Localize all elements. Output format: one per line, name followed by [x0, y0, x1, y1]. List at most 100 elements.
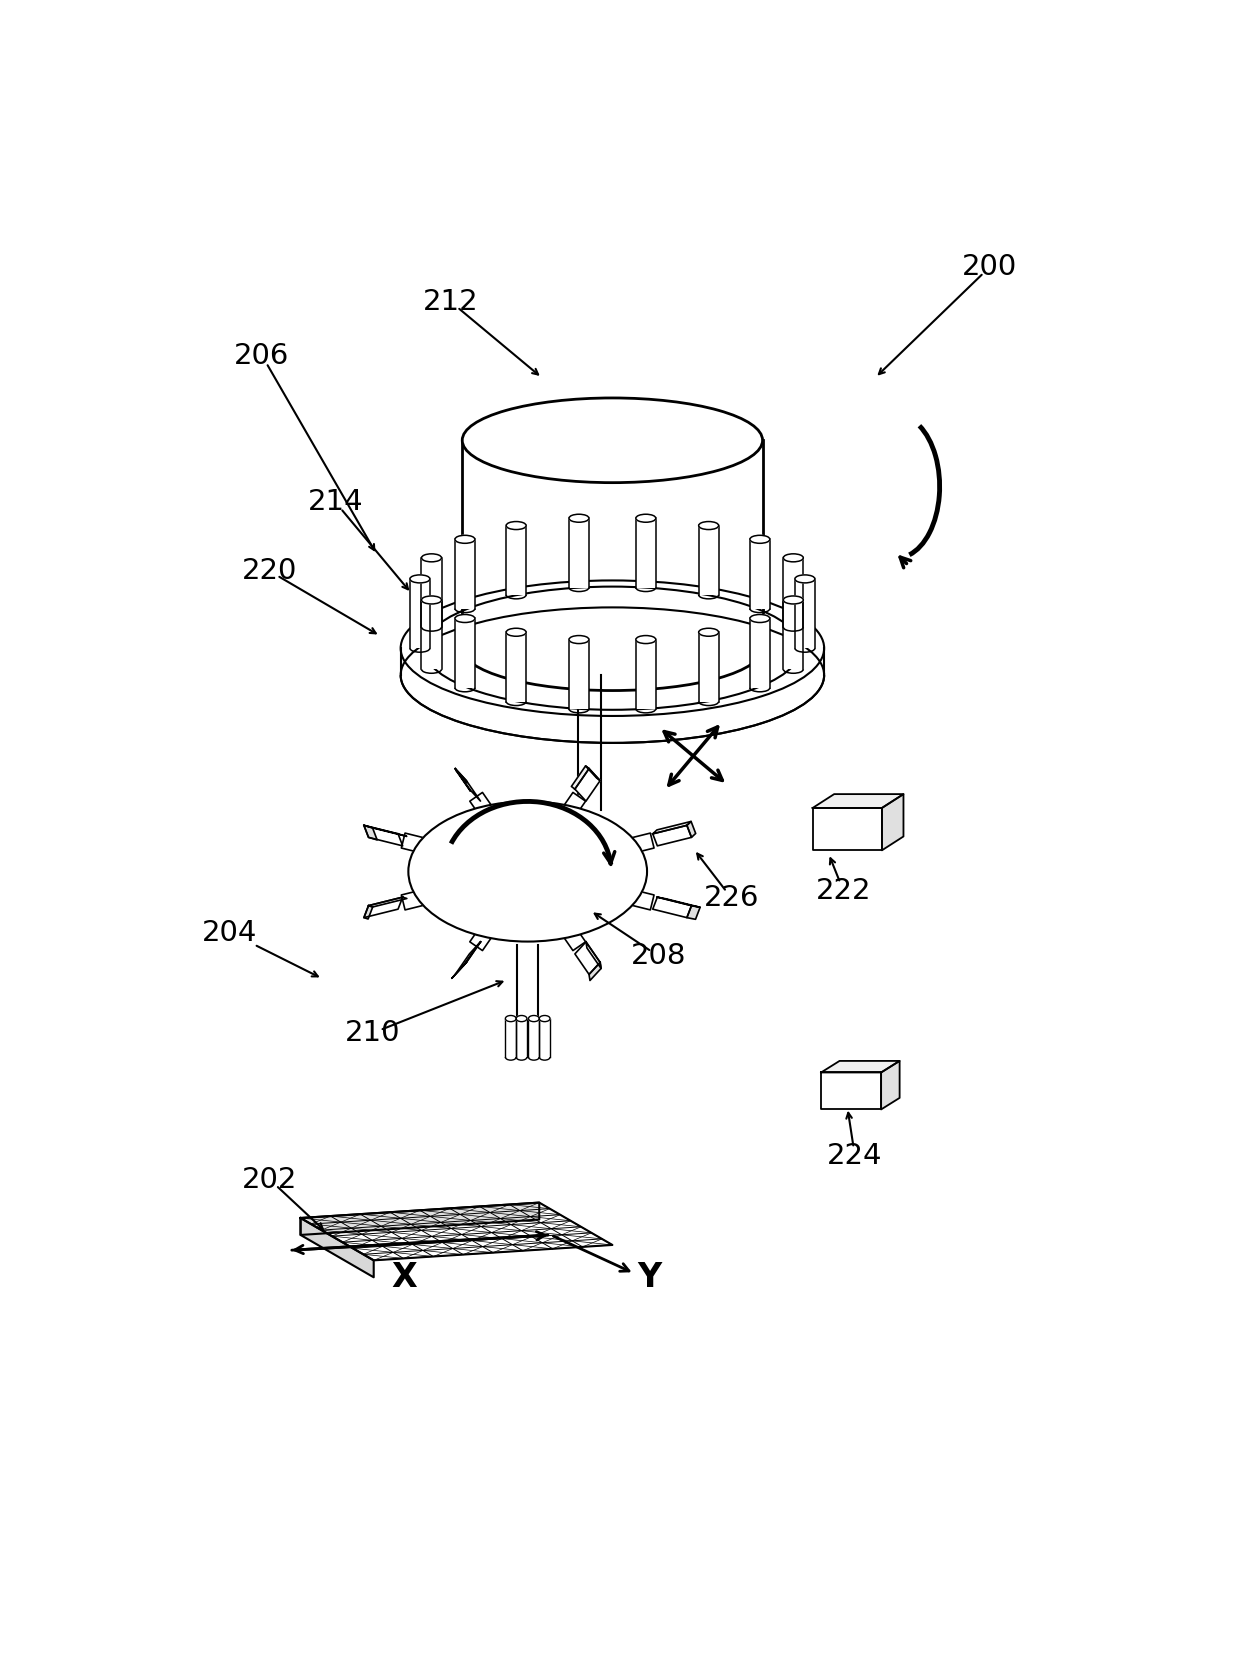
Bar: [463, 440, 763, 648]
Polygon shape: [821, 1072, 882, 1109]
Bar: [528, 1018, 539, 1057]
Ellipse shape: [636, 635, 656, 643]
Text: 206: 206: [234, 341, 290, 370]
Polygon shape: [455, 942, 481, 974]
Text: 212: 212: [423, 287, 479, 316]
Ellipse shape: [636, 514, 656, 522]
Text: 202: 202: [242, 1166, 298, 1193]
Bar: [636, 517, 656, 588]
Ellipse shape: [455, 615, 475, 623]
Bar: [698, 632, 719, 702]
Ellipse shape: [401, 580, 825, 716]
Ellipse shape: [795, 575, 815, 583]
Ellipse shape: [463, 606, 763, 690]
Ellipse shape: [506, 521, 526, 529]
Polygon shape: [402, 875, 484, 911]
Ellipse shape: [784, 554, 804, 561]
Bar: [506, 632, 526, 702]
Polygon shape: [821, 1062, 899, 1072]
Text: Y: Y: [637, 1260, 662, 1294]
Polygon shape: [517, 946, 538, 1045]
Polygon shape: [470, 793, 515, 848]
Bar: [410, 580, 430, 648]
Bar: [750, 539, 770, 608]
Polygon shape: [402, 833, 484, 867]
Polygon shape: [882, 1062, 899, 1109]
Bar: [506, 526, 526, 595]
Text: 226: 226: [704, 884, 759, 912]
Ellipse shape: [410, 575, 430, 583]
Polygon shape: [455, 769, 467, 783]
Ellipse shape: [422, 596, 441, 605]
Ellipse shape: [455, 536, 475, 543]
Polygon shape: [463, 942, 481, 966]
Bar: [506, 1018, 516, 1057]
Bar: [784, 600, 804, 669]
Polygon shape: [652, 825, 692, 845]
Polygon shape: [572, 833, 653, 867]
Bar: [569, 517, 589, 588]
Text: 224: 224: [827, 1142, 883, 1171]
Ellipse shape: [539, 1015, 551, 1021]
Text: 208: 208: [631, 942, 687, 971]
Bar: [698, 526, 719, 595]
Bar: [569, 640, 589, 709]
Text: 222: 222: [816, 877, 872, 906]
Polygon shape: [363, 906, 373, 919]
Polygon shape: [300, 1203, 539, 1235]
Ellipse shape: [698, 628, 719, 637]
Ellipse shape: [750, 615, 770, 623]
Bar: [636, 640, 656, 709]
Ellipse shape: [463, 398, 763, 482]
Polygon shape: [812, 808, 882, 850]
Polygon shape: [585, 766, 600, 781]
Text: 220: 220: [242, 558, 298, 585]
Ellipse shape: [750, 536, 770, 543]
Polygon shape: [363, 825, 403, 845]
Polygon shape: [363, 825, 407, 837]
Polygon shape: [572, 875, 653, 911]
Polygon shape: [652, 822, 691, 833]
Text: 204: 204: [202, 919, 258, 948]
Ellipse shape: [528, 1015, 539, 1021]
Polygon shape: [882, 795, 904, 850]
Bar: [784, 558, 804, 627]
Polygon shape: [470, 895, 515, 951]
Polygon shape: [575, 769, 600, 801]
Polygon shape: [541, 793, 585, 848]
Polygon shape: [652, 897, 692, 917]
Ellipse shape: [422, 554, 441, 561]
Ellipse shape: [569, 635, 589, 643]
Bar: [422, 600, 441, 669]
Ellipse shape: [784, 596, 804, 605]
Ellipse shape: [569, 514, 589, 522]
Bar: [539, 1018, 551, 1057]
Polygon shape: [363, 897, 403, 917]
Polygon shape: [300, 1203, 613, 1260]
Bar: [455, 539, 475, 608]
Polygon shape: [578, 675, 601, 810]
Polygon shape: [455, 769, 470, 791]
Ellipse shape: [516, 1015, 527, 1021]
Bar: [455, 618, 475, 687]
Polygon shape: [363, 825, 377, 840]
Text: 210: 210: [345, 1020, 401, 1047]
Ellipse shape: [506, 628, 526, 637]
Bar: [750, 618, 770, 687]
Bar: [795, 580, 815, 648]
Ellipse shape: [408, 801, 647, 941]
Polygon shape: [589, 963, 601, 981]
Polygon shape: [587, 942, 601, 968]
Text: 214: 214: [308, 487, 363, 516]
Polygon shape: [451, 963, 466, 978]
Polygon shape: [657, 897, 701, 907]
Polygon shape: [300, 1218, 373, 1277]
Polygon shape: [812, 795, 904, 808]
Polygon shape: [572, 766, 589, 790]
Polygon shape: [687, 906, 701, 919]
Polygon shape: [368, 897, 407, 907]
Polygon shape: [687, 822, 696, 837]
Text: X: X: [392, 1260, 418, 1294]
Ellipse shape: [698, 521, 719, 529]
Bar: [516, 1018, 527, 1057]
